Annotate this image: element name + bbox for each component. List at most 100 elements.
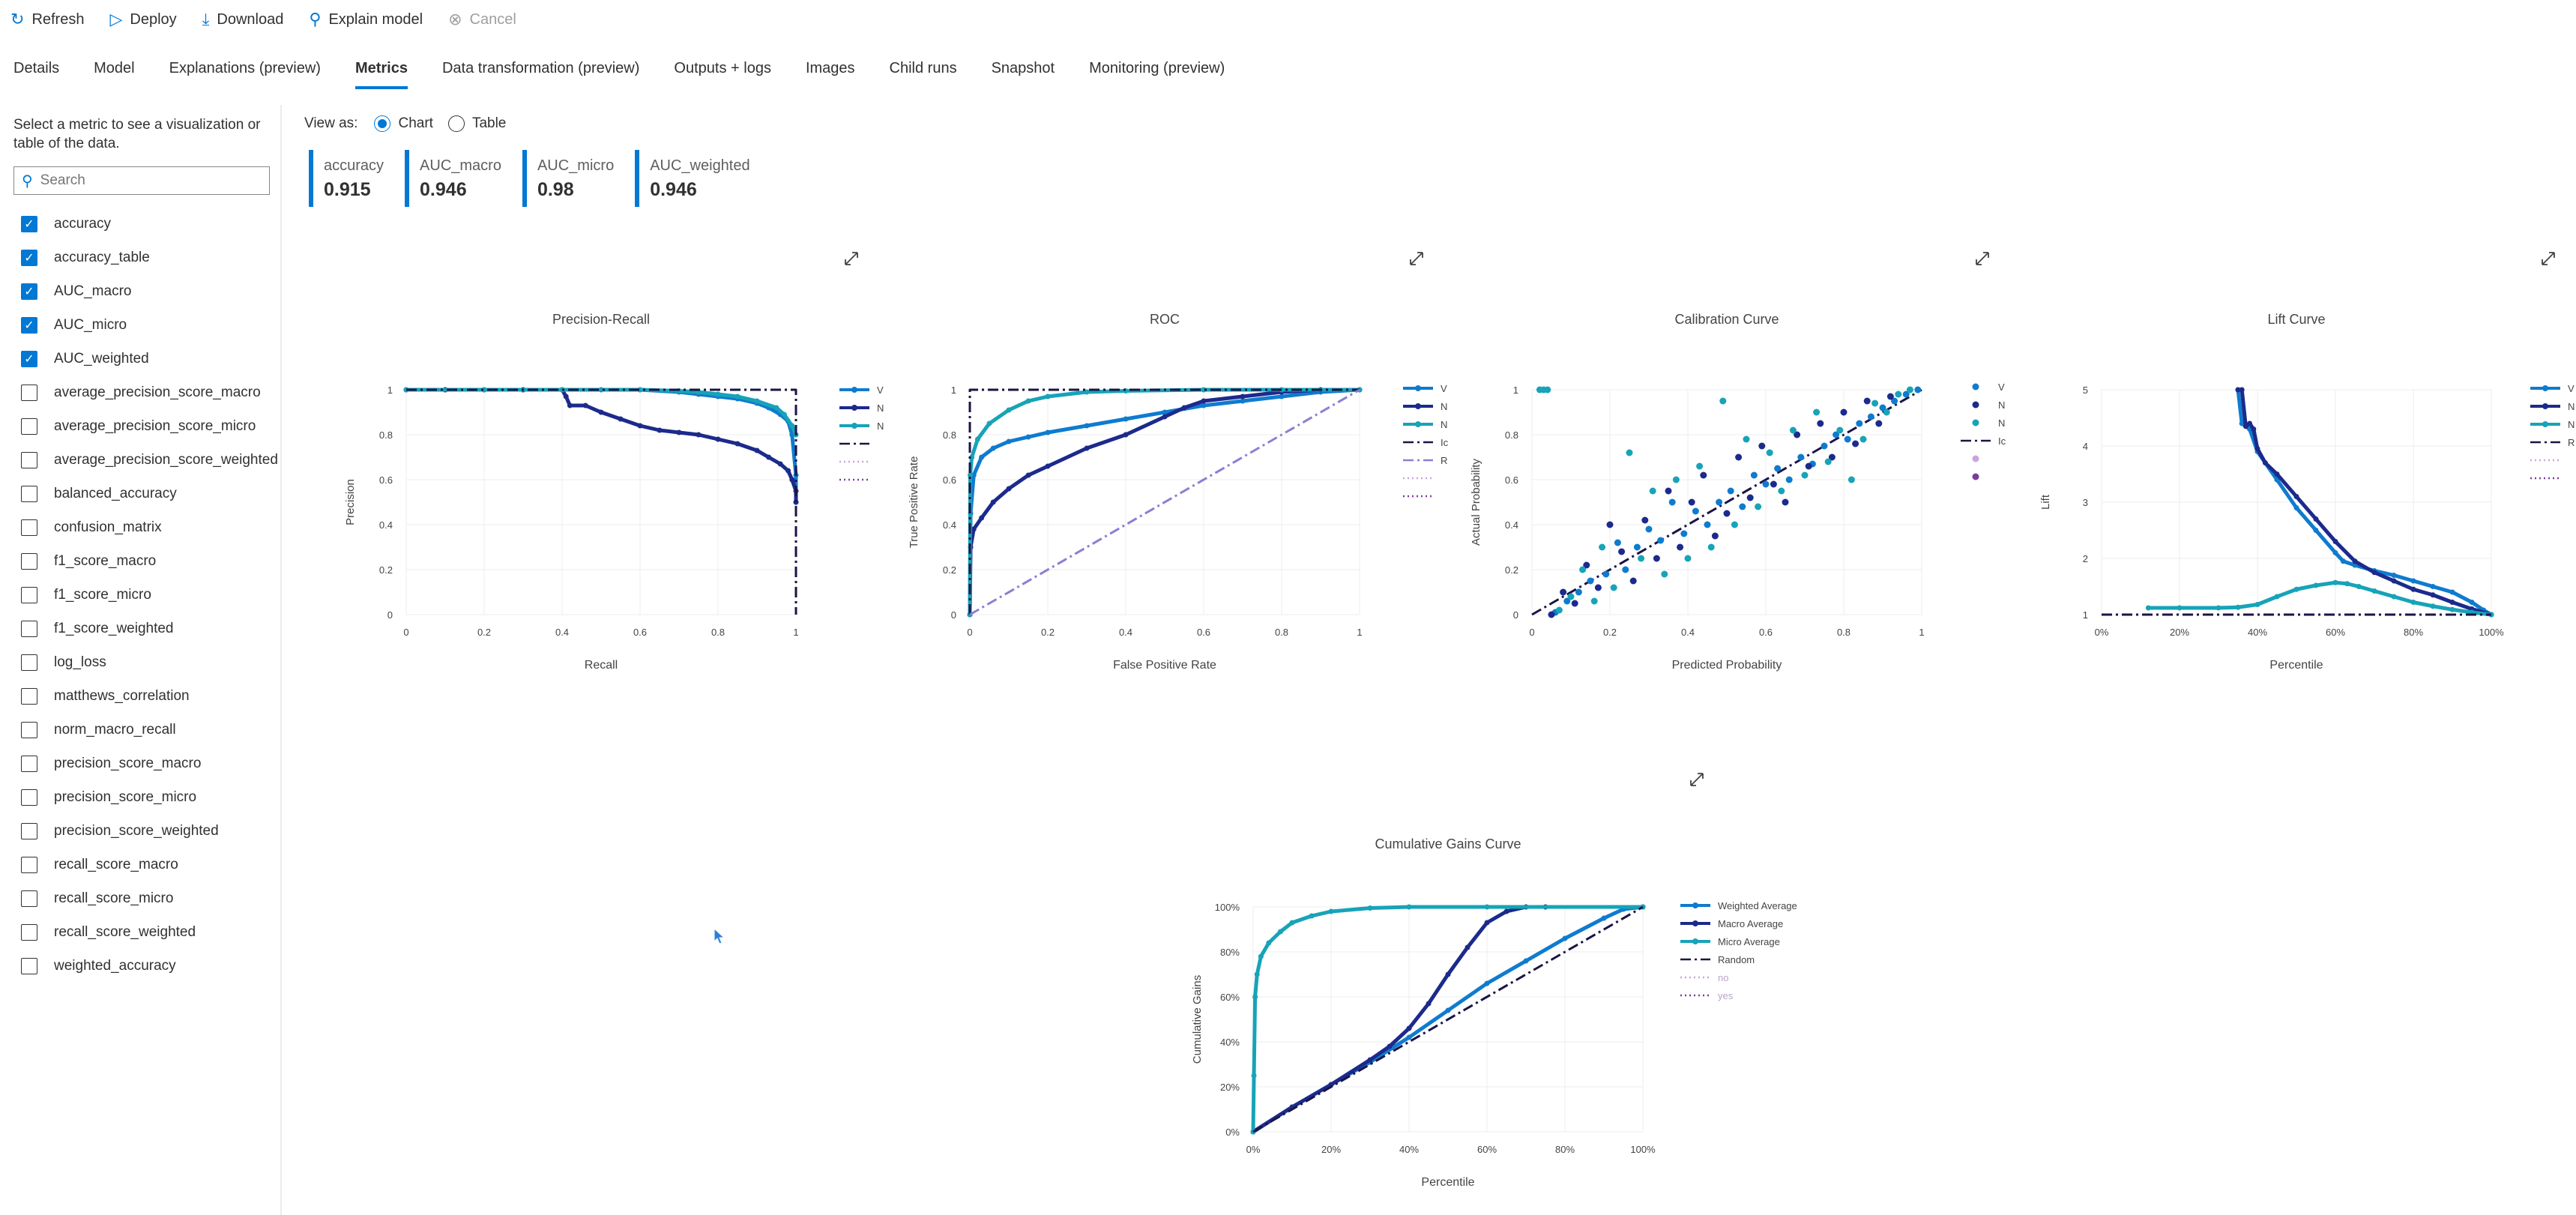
deploy-button[interactable]: ▷ Deploy (109, 10, 177, 28)
metric-checkbox[interactable] (21, 923, 37, 941)
metric-checkbox[interactable] (21, 654, 37, 671)
legend-label[interactable]: R (2568, 437, 2575, 448)
metric-checkbox[interactable] (21, 384, 37, 401)
metric-item-f1-score-micro[interactable]: f1_score_micro (21, 578, 278, 612)
legend-label[interactable]: N (1998, 417, 2005, 429)
search-box[interactable]: ⚲ (13, 166, 270, 195)
metric-item-accuracy[interactable]: ✓ accuracy (21, 207, 278, 241)
legend-marker[interactable] (1972, 383, 1979, 391)
legend-label[interactable]: V (1441, 383, 1447, 394)
metric-item-average-precision-score-macro[interactable]: average_precision_score_macro (21, 376, 278, 409)
legend-label[interactable]: N (877, 403, 884, 414)
metric-item-auc-macro[interactable]: ✓ AUC_macro (21, 274, 278, 308)
legend-label[interactable]: yes (1718, 990, 1734, 1001)
expand-icon[interactable] (842, 250, 860, 268)
chart-radio[interactable] (374, 115, 391, 132)
expand-icon[interactable] (1973, 250, 1991, 268)
legend-marker[interactable] (1972, 473, 1979, 480)
legend-label[interactable]: no (1718, 972, 1728, 983)
legend-marker[interactable] (851, 423, 857, 429)
legend-label[interactable]: N (877, 420, 884, 432)
metric-checkbox[interactable] (21, 856, 37, 873)
legend-label[interactable]: V (877, 385, 884, 396)
metric-item-average-precision-score-micro[interactable]: average_precision_score_micro (21, 409, 278, 443)
legend-label[interactable]: N (2568, 419, 2575, 430)
metric-checkbox[interactable] (21, 789, 37, 806)
metric-item-recall-score-weighted[interactable]: recall_score_weighted (21, 915, 278, 949)
metric-checkbox[interactable] (21, 586, 37, 603)
tab-details[interactable]: Details (13, 60, 60, 76)
metric-item-weighted-accuracy[interactable]: weighted_accuracy (21, 949, 278, 983)
metric-checkbox[interactable] (21, 519, 37, 536)
legend-marker[interactable] (851, 387, 857, 393)
legend-label[interactable]: V (2568, 383, 2575, 394)
legend-marker[interactable] (2542, 421, 2548, 427)
metric-checkbox[interactable]: ✓ (21, 249, 37, 266)
legend-marker[interactable] (1972, 419, 1979, 426)
expand-icon[interactable] (2539, 250, 2557, 268)
metric-checkbox[interactable]: ✓ (21, 215, 37, 232)
legend-label[interactable]: Ic (1998, 435, 2006, 447)
metric-checkbox[interactable] (21, 721, 37, 738)
refresh-button[interactable]: ↻ Refresh (10, 10, 85, 28)
explain-model-button[interactable]: ⚲ Explain model (309, 10, 423, 28)
tab-monitoring-preview[interactable]: Monitoring (preview) (1089, 60, 1225, 76)
legend-marker[interactable] (1692, 920, 1698, 926)
metric-item-f1-score-weighted[interactable]: f1_score_weighted (21, 612, 278, 645)
metric-checkbox[interactable] (21, 687, 37, 705)
metric-item-accuracy-table[interactable]: ✓ accuracy_table (21, 241, 278, 274)
legend-marker[interactable] (2542, 403, 2548, 409)
legend-marker[interactable] (1415, 385, 1421, 391)
metric-item-average-precision-score-weighted[interactable]: average_precision_score_weighted (21, 443, 278, 477)
tab-child-runs[interactable]: Child runs (889, 60, 957, 76)
tab-snapshot[interactable]: Snapshot (991, 60, 1055, 76)
metric-checkbox[interactable] (21, 755, 37, 772)
metric-checkbox[interactable] (21, 890, 37, 907)
legend-marker[interactable] (1972, 455, 1979, 462)
cancel-button[interactable]: ⊗ Cancel (448, 10, 516, 28)
metric-checkbox[interactable] (21, 620, 37, 637)
metric-item-auc-micro[interactable]: ✓ AUC_micro (21, 308, 278, 342)
legend-marker[interactable] (1972, 401, 1979, 408)
metric-checkbox[interactable] (21, 451, 37, 468)
legend-marker[interactable] (1415, 421, 1421, 427)
legend-marker[interactable] (1692, 902, 1698, 908)
search-input[interactable] (38, 172, 259, 190)
metric-checkbox[interactable] (21, 552, 37, 570)
legend-label[interactable]: N (1441, 419, 1447, 430)
legend-label[interactable]: Weighted Average (1718, 900, 1797, 911)
metric-item-recall-score-macro[interactable]: recall_score_macro (21, 848, 278, 881)
legend-label[interactable]: Micro Average (1718, 936, 1780, 947)
legend-marker[interactable] (2542, 385, 2548, 391)
metric-item-balanced-accuracy[interactable]: balanced_accuracy (21, 477, 278, 510)
metric-item-confusion-matrix[interactable]: confusion_matrix (21, 510, 278, 544)
metric-item-precision-score-macro[interactable]: precision_score_macro (21, 747, 278, 780)
tab-data-transformation-preview[interactable]: Data transformation (preview) (441, 60, 640, 76)
metric-item-precision-score-weighted[interactable]: precision_score_weighted (21, 814, 278, 848)
metric-checkbox[interactable] (21, 957, 37, 974)
tab-metrics[interactable]: Metrics (355, 49, 408, 89)
legend-marker[interactable] (1692, 938, 1698, 944)
metric-item-f1-score-macro[interactable]: f1_score_macro (21, 544, 278, 578)
legend-label[interactable]: N (1998, 400, 2005, 411)
metric-checkbox[interactable]: ✓ (21, 283, 37, 300)
legend-label[interactable]: V (1998, 382, 2005, 393)
metric-item-matthews-correlation[interactable]: matthews_correlation (21, 679, 278, 713)
metric-checkbox[interactable] (21, 417, 37, 435)
legend-label[interactable]: N (1441, 401, 1447, 412)
metric-item-log-loss[interactable]: log_loss (21, 645, 278, 679)
metric-checkbox[interactable]: ✓ (21, 350, 37, 367)
metric-item-auc-weighted[interactable]: ✓ AUC_weighted (21, 342, 278, 376)
legend-marker[interactable] (851, 405, 857, 411)
expand-icon[interactable] (1408, 250, 1426, 268)
metric-item-precision-score-micro[interactable]: precision_score_micro (21, 780, 278, 814)
tab-model[interactable]: Model (94, 60, 135, 76)
download-button[interactable]: ⤓ Download (202, 10, 284, 28)
metric-checkbox[interactable] (21, 822, 37, 839)
metric-item-norm-macro-recall[interactable]: norm_macro_recall (21, 713, 278, 747)
metric-item-recall-score-micro[interactable]: recall_score_micro (21, 881, 278, 915)
legend-label[interactable]: R (1441, 455, 1447, 466)
tab-explanations-preview[interactable]: Explanations (preview) (169, 60, 321, 76)
tab-outputs-logs[interactable]: Outputs + logs (674, 60, 771, 76)
legend-label[interactable]: Ic (1441, 437, 1449, 448)
